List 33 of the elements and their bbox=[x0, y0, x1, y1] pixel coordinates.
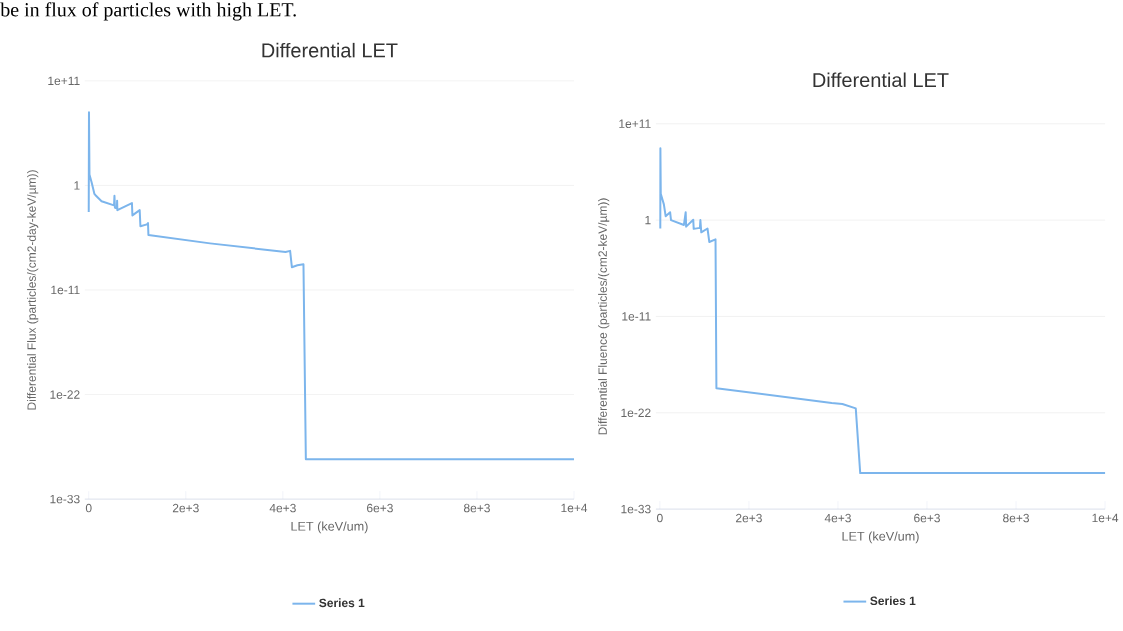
x-tick-label: 1e+4 bbox=[1092, 513, 1119, 523]
x-tick-label: 4e+3 bbox=[824, 513, 851, 523]
line-series bbox=[659, 147, 1107, 475]
x-tick-label: 6e+3 bbox=[367, 503, 393, 513]
line-series bbox=[87, 111, 575, 461]
x-tick-label: 0 bbox=[657, 513, 663, 523]
y-tick-label: 1e-22 bbox=[621, 408, 651, 418]
x-axis-title: LET (keV/um) bbox=[291, 521, 368, 534]
x-tick-label: 8e+3 bbox=[1003, 513, 1029, 523]
x-axis-title: LET (keV/um) bbox=[842, 531, 919, 544]
x-tick-label: 2e+3 bbox=[736, 513, 762, 523]
y-tick-label: 1 bbox=[74, 181, 80, 190]
y-tick-label: 1e-33 bbox=[621, 504, 651, 514]
x-tick-label: 6e+3 bbox=[914, 513, 940, 523]
y-tick-label: 1 bbox=[645, 216, 651, 225]
y-tick-label: 1e-22 bbox=[50, 390, 80, 399]
chart-title: Differential LET bbox=[262, 42, 398, 58]
x-tick-label: 0 bbox=[85, 503, 92, 513]
y-axis-title: Differential Fluence (particles/(cm2-keV/µm)) bbox=[598, 198, 610, 435]
y-tick-label: 1e+11 bbox=[48, 76, 80, 86]
y-tick-label: 1e-11 bbox=[51, 285, 80, 295]
y-tick-label: 1e-33 bbox=[50, 494, 80, 504]
y-tick-label: 1e-11 bbox=[622, 312, 651, 321]
chart-title: Differential LET bbox=[813, 72, 949, 88]
y-tick-label: 1e+11 bbox=[619, 119, 651, 129]
x-tick-label: 1e+4 bbox=[561, 503, 588, 513]
x-tick-label: 2e+3 bbox=[172, 503, 199, 513]
text: be in flux of particles with high LET. bbox=[0, 2, 296, 21]
y-axis-title: Differential Flux (particles/(cm2-day-keV/µm)) bbox=[27, 170, 39, 410]
legend-label: Series 1 bbox=[319, 598, 365, 608]
legend-label: Series 1 bbox=[870, 596, 916, 606]
x-tick-label: 4e+3 bbox=[269, 503, 296, 513]
x-tick-label: 8e+3 bbox=[463, 503, 490, 513]
